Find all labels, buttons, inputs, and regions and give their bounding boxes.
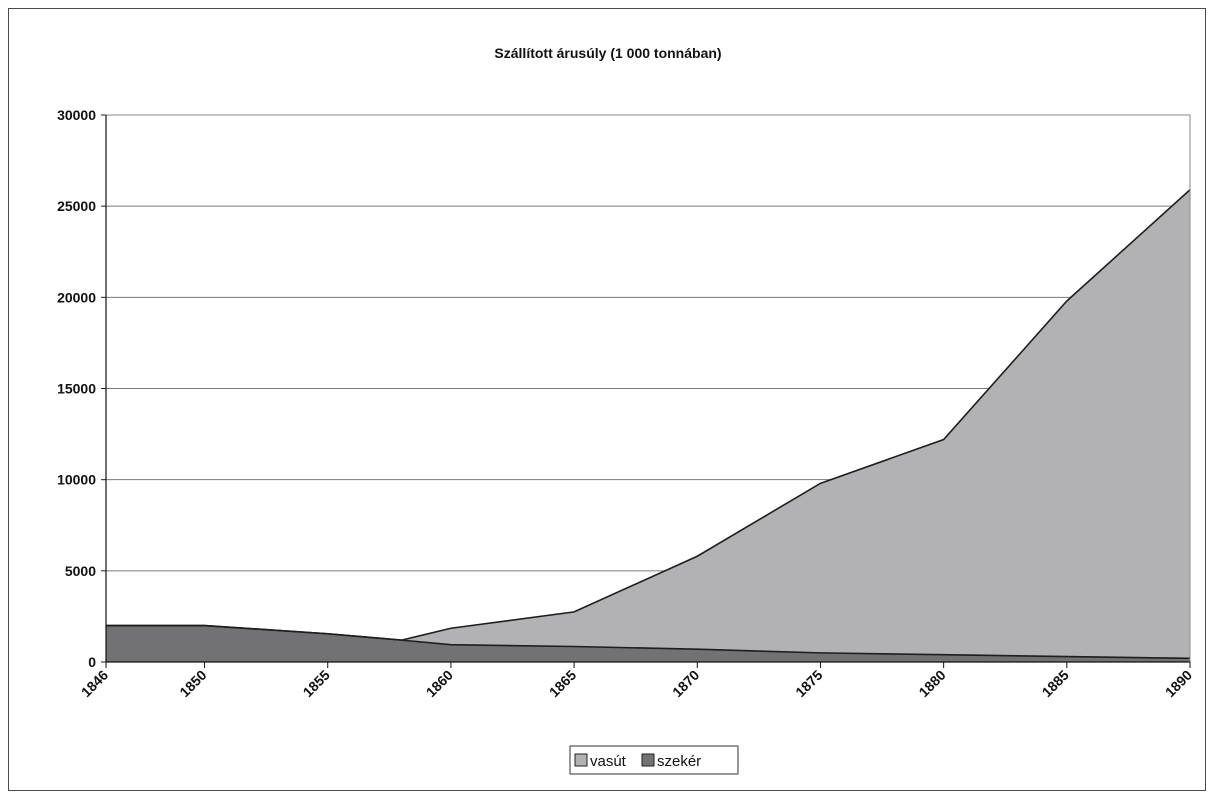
legend-label-vasut: vasút xyxy=(590,753,627,770)
line-series-szeker xyxy=(106,624,1191,660)
xtick-label-1860: 1860 xyxy=(423,667,456,700)
chart-frame: Szállított árusúly (1 000 tonnában) 0 500… xyxy=(8,8,1206,791)
xtick-label-1850: 1850 xyxy=(176,667,209,700)
xtick-label-1875: 1875 xyxy=(792,667,825,700)
xtick-label-1870: 1870 xyxy=(669,667,702,700)
ytick-label-5000: 5000 xyxy=(65,563,96,579)
xtick-label-1880: 1880 xyxy=(915,667,948,700)
ytick-label-25000: 25000 xyxy=(57,198,96,214)
ytick-label-20000: 20000 xyxy=(57,289,96,305)
ytick-label-10000: 10000 xyxy=(57,472,96,488)
area-series-szeker xyxy=(106,625,1190,662)
ytick-label-30000: 30000 xyxy=(57,107,96,123)
legend-box xyxy=(569,745,739,775)
legend-label-szeker: szekér xyxy=(657,753,701,770)
legend-swatch-szeker xyxy=(641,753,655,767)
chart-title: Szállított árusúly (1 000 tonnában) xyxy=(494,45,721,61)
xtick-label-1846: 1846 xyxy=(78,667,111,700)
legend-swatch-vasut xyxy=(574,753,588,767)
ytick-label-15000: 15000 xyxy=(57,381,96,397)
xtick-label-1885: 1885 xyxy=(1039,667,1072,700)
ytick-label-0: 0 xyxy=(88,654,96,670)
xtick-label-1855: 1855 xyxy=(300,667,333,700)
xtick-label-1890: 1890 xyxy=(1162,667,1195,700)
legend: vasút szekér xyxy=(569,745,739,775)
series-areas xyxy=(106,189,1191,662)
area-series-vasut xyxy=(106,189,1190,659)
area-chart: Szállított árusúly (1 000 tonnában) 0 500… xyxy=(57,45,1195,775)
xtick-label-1865: 1865 xyxy=(546,667,579,700)
